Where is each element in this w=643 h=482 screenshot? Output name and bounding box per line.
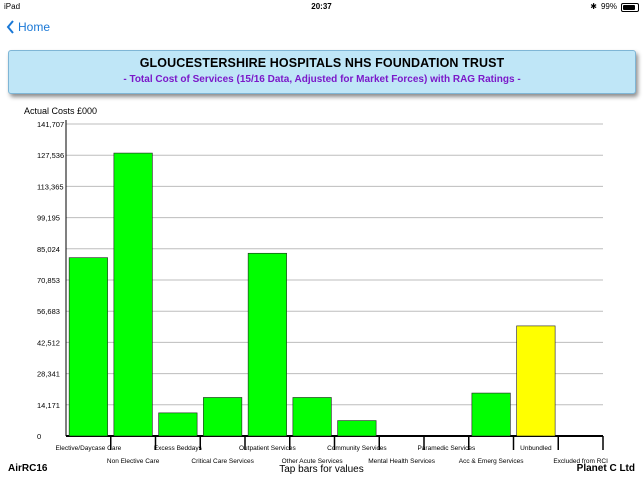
x-tick-label: Other Acute Services — [282, 458, 344, 465]
y-axis-label: Actual Costs £000 — [24, 106, 97, 116]
footer-app-code: AirRC16 — [8, 463, 48, 474]
battery-icon — [621, 2, 639, 12]
y-tick-label: 85,024 — [37, 245, 60, 254]
x-tick-label: Acc & Emerg Services — [459, 458, 524, 465]
y-tick-label: 42,512 — [37, 338, 60, 347]
x-tick-label: Elective/Daycase Care — [56, 445, 122, 452]
bar-outpatient-services[interactable] — [247, 252, 287, 437]
y-tick-label: 56,683 — [37, 307, 60, 316]
page-title: GLOUCESTERSHIRE HOSPITALS NHS FOUNDATION… — [139, 56, 505, 70]
clock: 20:37 — [311, 2, 332, 11]
bar-critical-care-services[interactable] — [203, 397, 243, 437]
battery-percent: 99% — [600, 2, 617, 11]
y-tick-label: 70,853 — [37, 276, 60, 285]
bar-community-services[interactable] — [337, 420, 377, 437]
y-tick-label: 0 — [37, 432, 41, 441]
y-tick-label: 127,536 — [37, 151, 64, 160]
x-tick-label: Excluded from RCI — [553, 458, 608, 465]
bar-non-elective-care[interactable] — [113, 152, 153, 437]
status-bar: iPad 20:37 ✱ 99% — [0, 0, 643, 14]
bar-elective-daycase-care[interactable] — [68, 257, 108, 437]
x-tick-label: Unbundled — [520, 445, 552, 452]
x-tick-label: Mental Health Services — [368, 458, 436, 465]
x-tick-label: Excess Beddays — [154, 445, 203, 452]
home-back-button[interactable]: Home — [6, 17, 50, 37]
y-tick-label: 141,707 — [37, 120, 64, 129]
chevron-left-icon — [6, 20, 14, 34]
x-tick-label: Community Services — [327, 445, 387, 452]
page-subtitle: - Total Cost of Services (15/16 Data, Ad… — [123, 74, 521, 85]
nav-bar: Home — [0, 14, 643, 40]
x-tick-label: Non Elective Care — [107, 458, 160, 465]
back-label: Home — [18, 20, 51, 34]
footer-company: Planet C Ltd — [576, 463, 635, 474]
title-banner: GLOUCESTERSHIRE HOSPITALS NHS FOUNDATION… — [8, 50, 636, 94]
bar-acc-emerg-services[interactable] — [471, 392, 511, 437]
bar-excess-beddays[interactable] — [158, 412, 198, 437]
cost-bar-chart: Actual Costs £000 0 14,171 28,341 42,512 56,6… — [24, 106, 608, 465]
y-tick-label: 99,195 — [37, 214, 60, 223]
footer-hint: Tap bars for values — [279, 464, 364, 475]
bluetooth-icon: ✱ — [590, 2, 597, 11]
device-label: iPad — [4, 2, 21, 11]
chart-container: Actual Costs £000 0 14,171 28,341 42,512 56,6… — [0, 100, 643, 470]
x-tick-label: Paramedic Services — [417, 445, 476, 452]
x-tick-label: Critical Care Services — [191, 458, 254, 465]
y-tick-label: 14,171 — [37, 401, 60, 410]
y-tick-label: 28,341 — [37, 370, 60, 379]
y-tick-label: 113,365 — [37, 182, 64, 191]
x-tick-label: Outpatient Services — [239, 445, 296, 452]
bar-other-acute-services[interactable] — [292, 397, 332, 437]
bar-unbundled[interactable] — [516, 325, 556, 437]
status-right: ✱ 99% — [590, 0, 639, 14]
